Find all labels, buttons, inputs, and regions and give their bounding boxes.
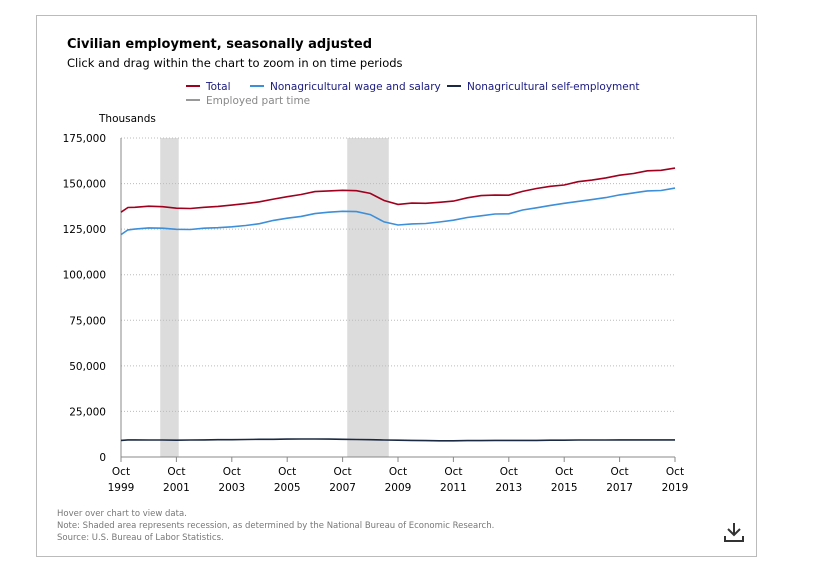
- x-tick-label: Oct 1999: [108, 466, 135, 494]
- y-tick-label: 25,000: [69, 406, 106, 418]
- legend-label: Nonagricultural wage and salary: [270, 81, 441, 93]
- download-arrow[interactable]: [727, 523, 741, 537]
- x-tick-label: Oct 2003: [218, 466, 245, 494]
- legend-item[interactable]: Employed part time: [186, 95, 310, 107]
- y-tick-label: 175,000: [63, 133, 106, 145]
- legend-label: Total: [205, 81, 231, 93]
- legend-item[interactable]: Total: [186, 81, 231, 93]
- download-icon[interactable]: [724, 523, 744, 542]
- x-tick-label: Oct 2001: [163, 466, 190, 494]
- chart-subtitle: Click and drag within the chart to zoom …: [67, 56, 403, 70]
- y-axis-label: Thousands: [98, 113, 156, 125]
- chart-title: Civilian employment, seasonally adjusted: [67, 37, 372, 52]
- chart-frame: [36, 15, 757, 557]
- x-tick-label: Oct 2019: [662, 466, 689, 494]
- x-tick-label: Oct 2007: [329, 466, 356, 494]
- recession-band: [347, 138, 389, 457]
- y-tick-label: 150,000: [63, 179, 106, 191]
- series-line: [120, 167, 676, 213]
- series-line: [120, 187, 676, 236]
- recession-band: [160, 138, 179, 457]
- footnote: Hover over chart to view data.: [57, 509, 187, 519]
- legend-label: Employed part time: [206, 95, 310, 107]
- x-tick-label: Oct 2005: [274, 466, 301, 494]
- download-tray[interactable]: [724, 536, 744, 542]
- legend-item[interactable]: Nonagricultural wage and salary: [250, 81, 441, 93]
- y-tick-label: 125,000: [63, 224, 106, 236]
- y-tick-label: 50,000: [69, 361, 106, 373]
- legend-item[interactable]: Nonagricultural self-employment: [447, 81, 640, 93]
- footnote: Source: U.S. Bureau of Labor Statistics.: [57, 533, 224, 543]
- y-tick-label: 100,000: [63, 270, 106, 282]
- x-tick-label: Oct 2011: [440, 466, 467, 494]
- x-tick-label: Oct 2017: [606, 466, 633, 494]
- x-tick-label: Oct 2013: [495, 466, 522, 494]
- x-tick-label: Oct 2015: [551, 466, 578, 494]
- x-tick-label: Oct 2009: [385, 466, 412, 494]
- y-tick-label: 75,000: [69, 315, 106, 327]
- legend-label: Nonagricultural self-employment: [467, 81, 640, 93]
- footnote: Note: Shaded area represents recession, …: [57, 521, 494, 531]
- series-line: [120, 438, 675, 442]
- y-tick-label: 0: [99, 452, 106, 464]
